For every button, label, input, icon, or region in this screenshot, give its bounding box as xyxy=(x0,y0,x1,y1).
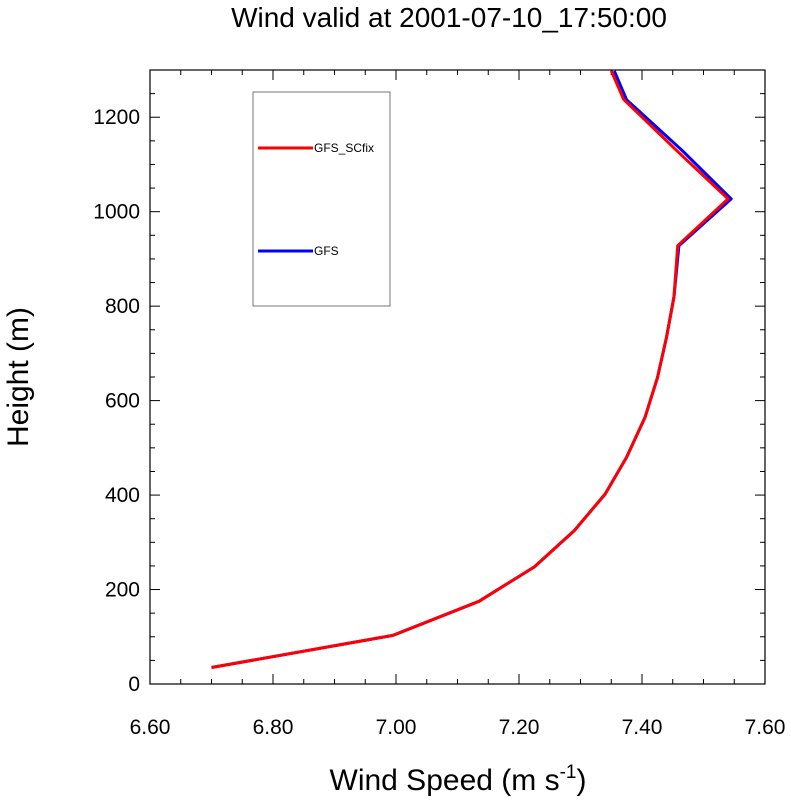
plot-area xyxy=(149,69,766,685)
legend: GFS_SCfix GFS xyxy=(252,91,391,307)
x-tick-label: 7.60 xyxy=(745,716,786,739)
legend-box xyxy=(252,91,391,307)
x-tick-label: 6.80 xyxy=(253,716,294,739)
series-layer xyxy=(211,70,733,669)
y-tick-label: 800 xyxy=(105,295,140,318)
y-tick-label: 200 xyxy=(105,579,140,602)
x-axis-title-superscript: -1 xyxy=(560,762,577,783)
x-tick-label: 6.60 xyxy=(130,716,171,739)
x-tick-label: 7.00 xyxy=(376,716,417,739)
x-axis-title-end: ) xyxy=(577,764,587,797)
series-line-gfs-scfix xyxy=(211,70,730,669)
x-axis-title: Wind Speed (m s-1) xyxy=(330,762,587,797)
chart-title: Wind valid at 2001-07-10_17:50:00 xyxy=(231,2,667,33)
legend-label-gfs: GFS xyxy=(314,244,339,258)
y-axis: 0 200 400 600 800 1000 1200 xyxy=(93,69,765,696)
plot-frame xyxy=(149,69,766,685)
x-axis-title-main: Wind Speed (m s xyxy=(330,764,560,797)
x-tick-label: 7.20 xyxy=(499,716,540,739)
y-axis-title: Height (m) xyxy=(2,307,35,447)
y-tick-label: 1200 xyxy=(93,106,140,129)
y-tick-label: 600 xyxy=(105,390,140,413)
x-tick-label: 7.40 xyxy=(622,716,663,739)
y-tick-label: 400 xyxy=(105,484,140,507)
legend-label-gfs-scfix: GFS_SCfix xyxy=(314,141,374,155)
y-tick-label: 0 xyxy=(128,673,140,696)
y-tick-label: 1000 xyxy=(93,201,140,224)
x-axis: 6.60 6.80 7.00 7.20 7.40 7.60 xyxy=(130,70,786,739)
